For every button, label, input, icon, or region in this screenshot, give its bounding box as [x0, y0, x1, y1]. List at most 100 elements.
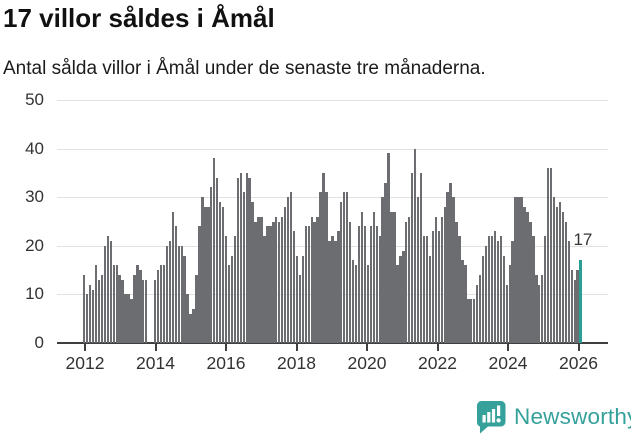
- bar: [180, 245, 183, 343]
- bar: [455, 221, 458, 343]
- bar: [266, 226, 269, 343]
- bar: [387, 153, 390, 343]
- bar: [189, 313, 192, 343]
- bar: [549, 168, 553, 343]
- bar: [218, 202, 222, 343]
- bar: [555, 206, 559, 343]
- bar: [470, 299, 473, 343]
- bar: [541, 274, 544, 343]
- bar: [100, 274, 104, 343]
- bar: [275, 216, 278, 343]
- bar: [520, 197, 523, 343]
- bar: [162, 265, 166, 343]
- x-axis-label: 2018: [277, 353, 316, 373]
- bar: [177, 245, 180, 343]
- y-axis-label: 20: [25, 235, 44, 255]
- bar: [233, 236, 237, 343]
- x-axis-tick: [507, 344, 509, 351]
- bar: [298, 274, 302, 343]
- x-axis-label: 2012: [65, 353, 105, 373]
- bar: [186, 294, 189, 343]
- bar: [443, 206, 446, 343]
- bar: [340, 202, 343, 343]
- bar: [363, 226, 367, 343]
- bar: [115, 265, 118, 343]
- bar: [307, 226, 310, 343]
- bar: [369, 226, 373, 343]
- chart-title: 17 villor såldes i Åmål: [3, 3, 275, 33]
- bar: [103, 245, 107, 343]
- bar: [322, 172, 325, 343]
- bar: [257, 216, 260, 343]
- y-axis-label: 0: [34, 333, 44, 352]
- bar: [242, 192, 245, 343]
- bar: [428, 255, 432, 343]
- bar: [399, 255, 402, 343]
- x-axis-label: 2024: [488, 353, 528, 373]
- brand-name: Newsworthy: [514, 404, 631, 429]
- bar: [567, 240, 570, 343]
- bar: [546, 168, 550, 343]
- bar: [440, 216, 443, 343]
- bar: [201, 197, 204, 343]
- bar: [278, 221, 281, 343]
- bar: [564, 221, 568, 343]
- bar: [83, 274, 86, 343]
- bar: [124, 294, 127, 343]
- x-axis-tick: [84, 344, 86, 351]
- bar: [396, 265, 399, 343]
- bar: [517, 197, 520, 343]
- bar: [118, 274, 121, 343]
- bar: [316, 216, 319, 343]
- bar: [156, 270, 160, 343]
- bar: [511, 240, 514, 343]
- bar: [411, 172, 414, 343]
- bar: [570, 270, 573, 343]
- bar: [331, 236, 334, 343]
- bar: [343, 192, 346, 343]
- bar: [487, 236, 491, 343]
- bar: [573, 279, 576, 343]
- bar: [91, 289, 95, 343]
- bar: [473, 299, 476, 343]
- bar: [360, 211, 364, 343]
- bar: [139, 270, 142, 343]
- bar: [272, 221, 275, 343]
- bar: [408, 216, 411, 343]
- bar: [313, 221, 316, 343]
- bar: [319, 192, 322, 343]
- bar: [192, 308, 195, 343]
- bar: [419, 172, 423, 343]
- bar: [425, 236, 429, 343]
- bar: [416, 197, 420, 343]
- bar: [236, 177, 240, 343]
- bar: [224, 236, 228, 343]
- bar: [434, 216, 438, 343]
- bar: [251, 202, 254, 343]
- bar: [88, 284, 92, 343]
- x-axis-tick: [295, 344, 298, 351]
- bar: [254, 221, 257, 343]
- x-axis-tick: [366, 344, 368, 351]
- bar: [248, 177, 251, 343]
- highlight-value-label: 17: [573, 230, 593, 250]
- y-axis-label: 40: [25, 138, 44, 158]
- bar: [499, 236, 503, 343]
- bar: [210, 187, 213, 343]
- bar: [133, 274, 136, 343]
- bar: [393, 211, 396, 343]
- bar: [337, 231, 340, 343]
- gridline-30: [57, 197, 608, 199]
- x-axis-label: 2014: [136, 353, 175, 373]
- bar: [325, 192, 328, 343]
- bar: [496, 240, 500, 343]
- gridline-50: [57, 100, 608, 101]
- bar: [112, 265, 115, 343]
- bar: [121, 279, 124, 343]
- bar: [130, 299, 133, 343]
- x-axis-line: [57, 342, 608, 344]
- x-axis-label: 2016: [206, 353, 246, 373]
- bar: [221, 206, 225, 343]
- bar: [195, 274, 198, 343]
